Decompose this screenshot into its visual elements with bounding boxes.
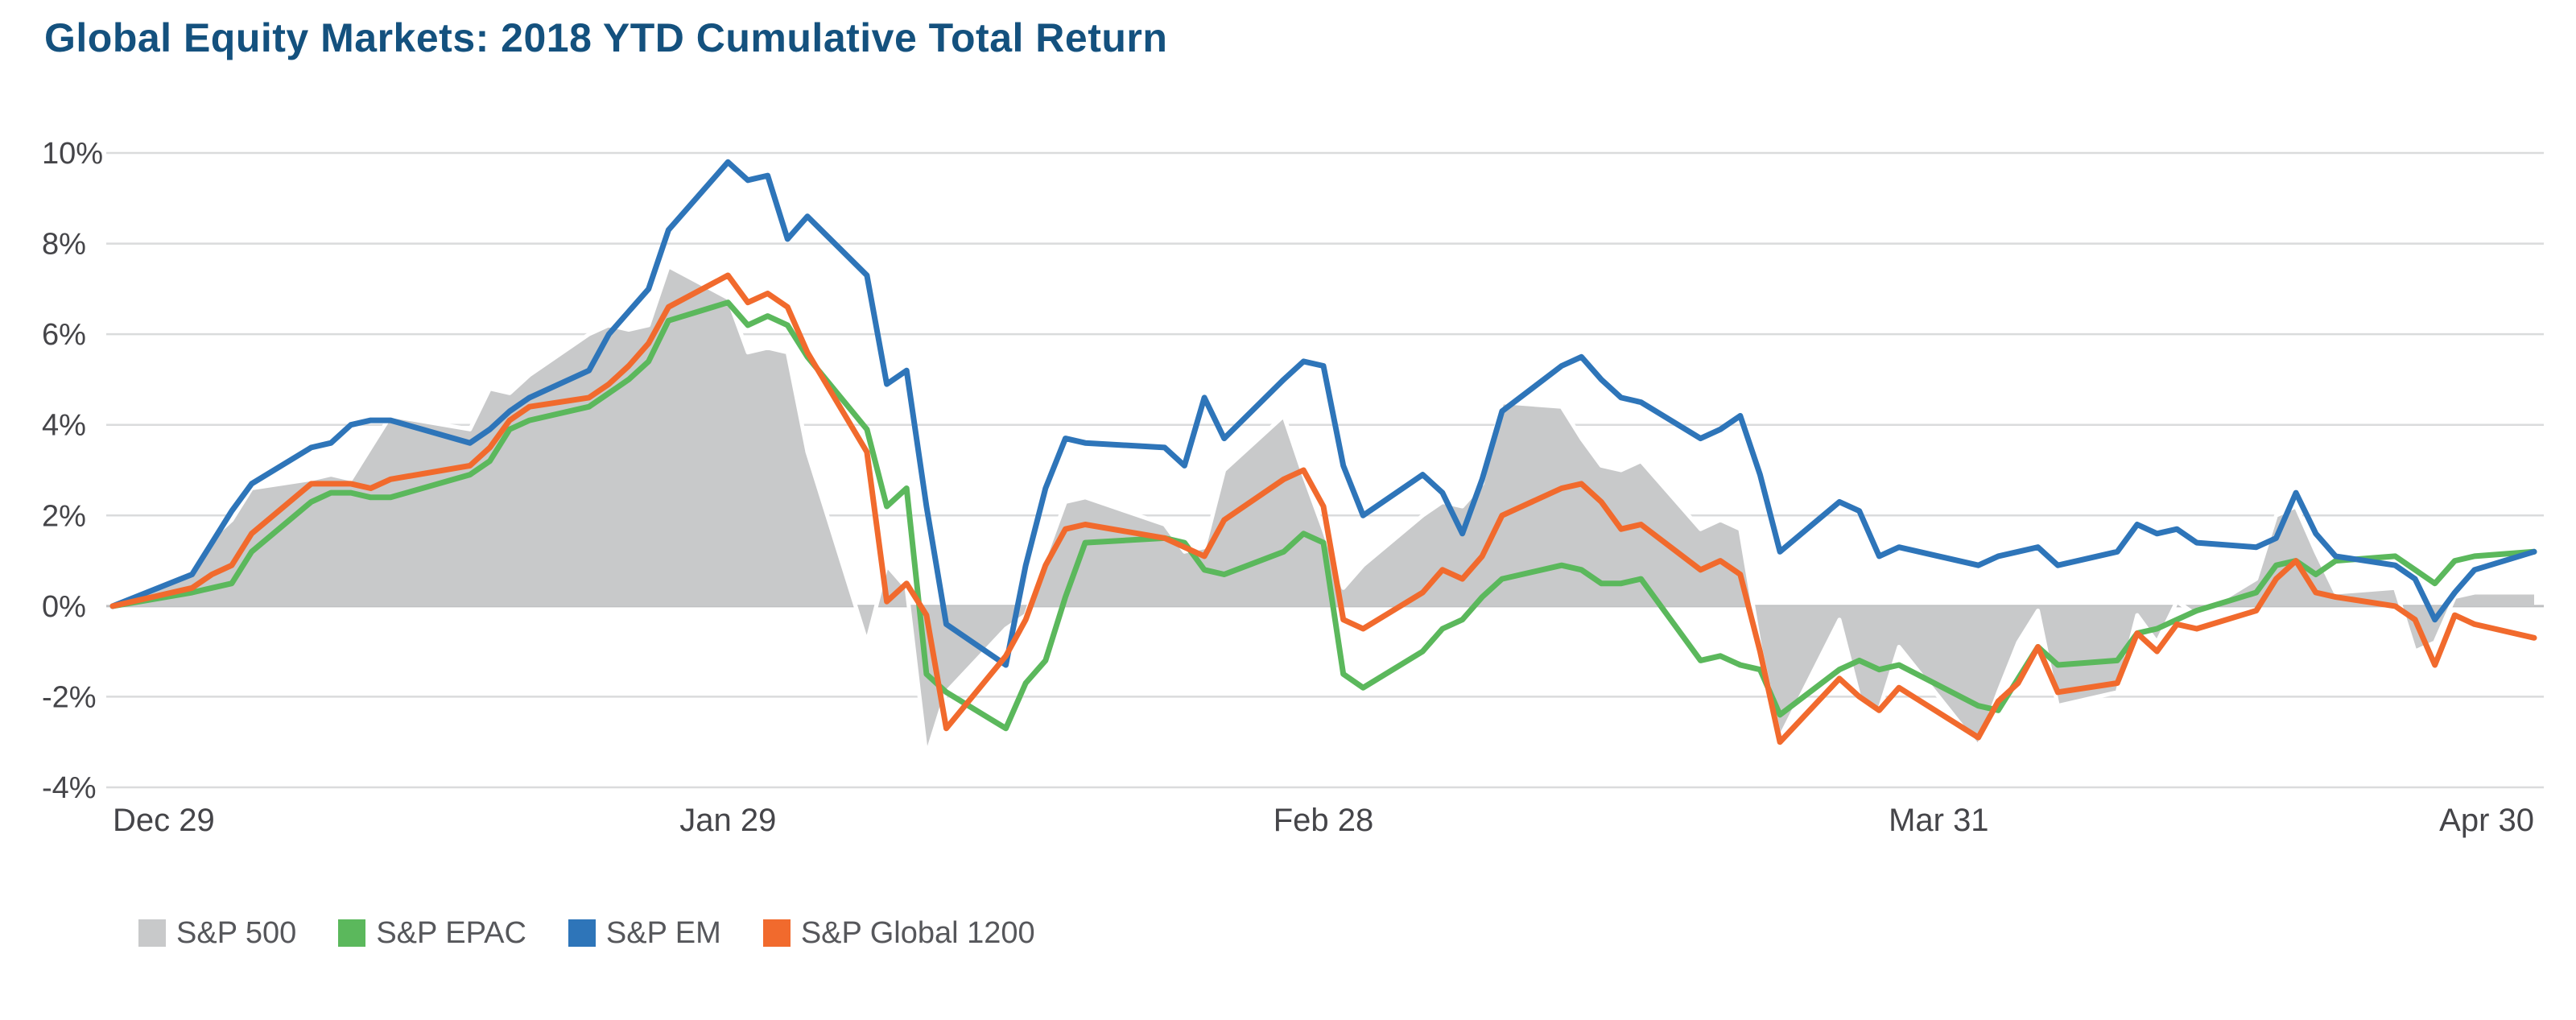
y-tick-label: 10% bbox=[42, 137, 103, 171]
series-area-s-p-500 bbox=[113, 266, 2534, 756]
legend-item-s-p-500: S&P 500 bbox=[138, 918, 296, 948]
chart-legend: S&P 500 S&P EPAC S&P EM S&P Global 1200 bbox=[138, 918, 1035, 948]
legend-item-s-p-epac: S&P EPAC bbox=[338, 918, 526, 948]
legend-swatch-s-p-em bbox=[568, 919, 596, 947]
x-tick-label: Mar 31 bbox=[1889, 803, 1989, 838]
x-tick-label: Feb 28 bbox=[1274, 803, 1374, 838]
legend-swatch-s-p-500 bbox=[138, 919, 166, 947]
y-tick-label: -4% bbox=[42, 771, 97, 805]
legend-item-s-p-em: S&P EM bbox=[568, 918, 721, 948]
legend-swatch-s-p-global-1200 bbox=[762, 919, 791, 947]
y-tick-label: 0% bbox=[42, 590, 86, 624]
y-tick-label: 4% bbox=[42, 409, 86, 443]
series-line-s-p-em bbox=[109, 159, 2537, 668]
y-tick-label: 8% bbox=[42, 228, 86, 262]
x-tick-label: Jan 29 bbox=[679, 803, 776, 838]
legend-label: S&P 500 bbox=[176, 916, 297, 950]
series-area-edge-s-p-500 bbox=[111, 264, 2534, 758]
legend-label: S&P Global 1200 bbox=[800, 916, 1035, 950]
legend-label: S&P EPAC bbox=[376, 916, 526, 950]
chart-title: Global Equity Markets: 2018 YTD Cumulati… bbox=[44, 15, 1168, 60]
series-line-s-p-epac bbox=[109, 299, 2537, 732]
x-tick-label: Apr 30 bbox=[2439, 803, 2534, 838]
y-tick-label: 2% bbox=[42, 499, 86, 533]
y-tick-label: 6% bbox=[42, 318, 86, 352]
legend-item-s-p-global-1200: S&P Global 1200 bbox=[762, 916, 1035, 950]
legend-swatch-s-p-epac bbox=[338, 919, 366, 947]
x-tick-label: Dec 29 bbox=[113, 803, 215, 838]
legend-label: S&P EM bbox=[605, 916, 721, 950]
y-tick-label: -2% bbox=[42, 680, 97, 714]
series-line-s-p-global-1200 bbox=[109, 272, 2537, 745]
